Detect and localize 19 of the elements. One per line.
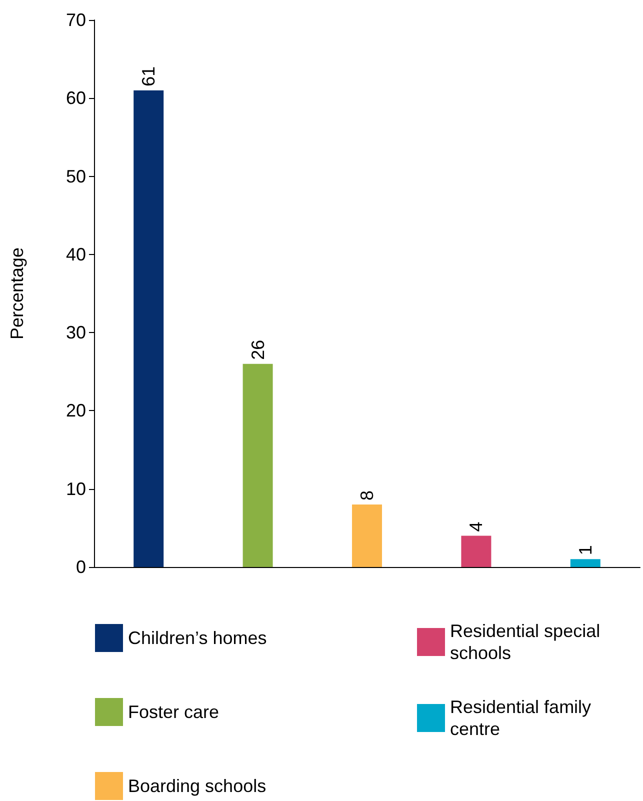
y-tick-label: 30: [66, 322, 86, 343]
data-label: 8: [357, 490, 377, 500]
y-tick-label: 50: [66, 166, 86, 186]
legend-label: Residential family centre: [450, 697, 596, 739]
data-label: 26: [248, 340, 268, 360]
data-label: 1: [575, 545, 596, 556]
y-tick-label: 40: [66, 244, 86, 264]
y-axis-title: Percentage: [7, 247, 27, 340]
y-tick-label: 60: [66, 88, 86, 108]
legend-label: Residential special schools: [450, 621, 606, 663]
y-tick-label: 20: [66, 400, 86, 421]
legend-label: Boarding schools: [128, 776, 266, 796]
y-tick-label: 70: [66, 10, 86, 30]
y-tick-label: 10: [66, 478, 86, 499]
y-tick-label: 0: [76, 557, 86, 577]
data-label: 61: [138, 66, 159, 86]
legend-label: Foster care: [128, 702, 220, 722]
legend-label: Children’s homes: [128, 628, 267, 648]
data-label: 4: [466, 522, 486, 532]
